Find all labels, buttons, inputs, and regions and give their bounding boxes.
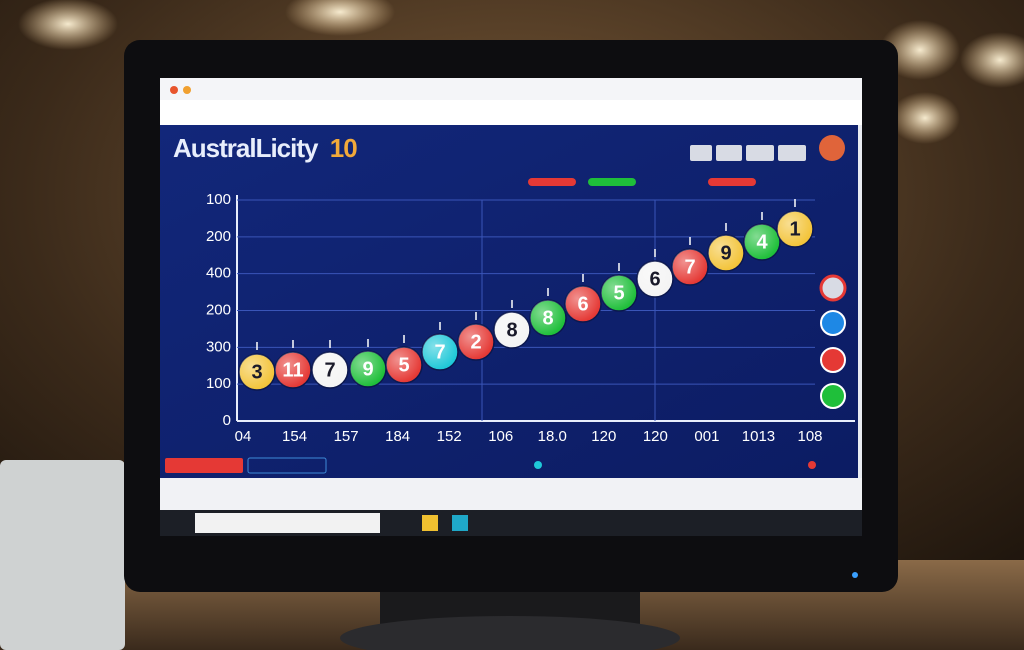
y-axis-label: 100 <box>206 375 231 392</box>
window-button[interactable] <box>183 86 191 94</box>
app-panel <box>160 125 858 478</box>
ball-shine <box>458 324 494 360</box>
ball-label: 7 <box>434 341 445 363</box>
taskbar-app[interactable] <box>422 515 438 531</box>
side-icon[interactable] <box>820 383 846 409</box>
x-axis-label: 04 <box>235 428 252 445</box>
app-number: 10 <box>330 133 357 163</box>
ball-label: 5 <box>613 282 624 304</box>
ball-label: 3 <box>251 361 262 383</box>
light <box>880 20 960 80</box>
x-axis-label: 001 <box>694 428 719 445</box>
legend-pill <box>528 178 576 186</box>
tool-button[interactable] <box>746 145 774 161</box>
tool-button[interactable] <box>716 145 742 161</box>
x-axis-label: 106 <box>488 428 513 445</box>
monitor-base <box>340 616 680 650</box>
ball-label: 11 <box>282 359 303 381</box>
device <box>0 460 125 650</box>
x-axis-label: 18.0 <box>538 428 567 445</box>
y-axis-label: 100 <box>206 191 231 208</box>
footer-bar <box>160 478 862 510</box>
legend-pill <box>708 178 756 186</box>
ball-shine <box>744 224 780 260</box>
y-axis-label: 200 <box>206 301 231 318</box>
ball-label: 4 <box>756 231 768 253</box>
x-axis-label: 157 <box>334 428 359 445</box>
light <box>285 0 395 36</box>
y-axis-label: 0 <box>223 412 231 429</box>
side-icon[interactable] <box>820 310 846 336</box>
light <box>18 0 118 50</box>
ball-label: 9 <box>720 242 731 264</box>
x-axis-label: 154 <box>282 428 307 445</box>
y-axis-label: 200 <box>206 228 231 245</box>
ball-label: 2 <box>470 331 481 353</box>
ball-shine <box>422 334 458 370</box>
x-axis-label: 1013 <box>742 428 775 445</box>
light <box>960 32 1024 88</box>
app-name: AustralLicity <box>173 133 319 163</box>
address-bar[interactable] <box>160 100 862 125</box>
ball-label: 5 <box>398 354 409 376</box>
taskbar-app[interactable] <box>452 515 468 531</box>
ball-shine <box>530 300 566 336</box>
light <box>890 92 960 144</box>
x-axis-label: 120 <box>591 428 616 445</box>
app-title: AustralLicity 10 <box>173 133 357 163</box>
browser-tabbar <box>160 78 862 100</box>
ball-shine <box>708 235 744 271</box>
ball-shine <box>312 352 348 388</box>
side-icon[interactable] <box>820 347 846 373</box>
ball-label: 7 <box>684 256 695 278</box>
ball-shine <box>601 275 637 311</box>
x-axis-label: 184 <box>385 428 410 445</box>
avatar[interactable] <box>819 135 845 161</box>
y-axis-label: 300 <box>206 338 231 355</box>
window-button[interactable] <box>170 86 178 94</box>
ball-shine <box>565 286 601 322</box>
ball-shine <box>275 352 311 388</box>
ball-shine <box>637 261 673 297</box>
ball-label: 8 <box>506 319 517 341</box>
ball-label: 9 <box>362 358 373 380</box>
status-dot <box>808 461 816 469</box>
ball-label: 6 <box>577 293 588 315</box>
ball-shine <box>777 211 813 247</box>
action-button[interactable] <box>165 458 243 473</box>
x-axis-label: 152 <box>437 428 462 445</box>
ball-shine <box>494 312 530 348</box>
action-button[interactable] <box>247 457 327 474</box>
ball-shine <box>386 347 422 383</box>
ball-label: 1 <box>789 218 800 240</box>
tool-button[interactable] <box>690 145 712 161</box>
x-axis-label: 108 <box>797 428 822 445</box>
ball-label: 8 <box>542 307 553 329</box>
taskbar-search[interactable] <box>195 513 380 533</box>
status-dot <box>534 461 542 469</box>
power-led <box>852 572 858 578</box>
ball-shine <box>239 354 275 390</box>
y-axis-label: 400 <box>206 265 231 282</box>
side-icon[interactable] <box>819 274 847 302</box>
ball-label: 7 <box>324 359 335 381</box>
ball-label: 6 <box>649 268 660 290</box>
ball-shine <box>350 351 386 387</box>
legend-pill <box>588 178 636 186</box>
x-axis-label: 120 <box>643 428 668 445</box>
tool-button[interactable] <box>778 145 806 161</box>
ball-shine <box>672 249 708 285</box>
